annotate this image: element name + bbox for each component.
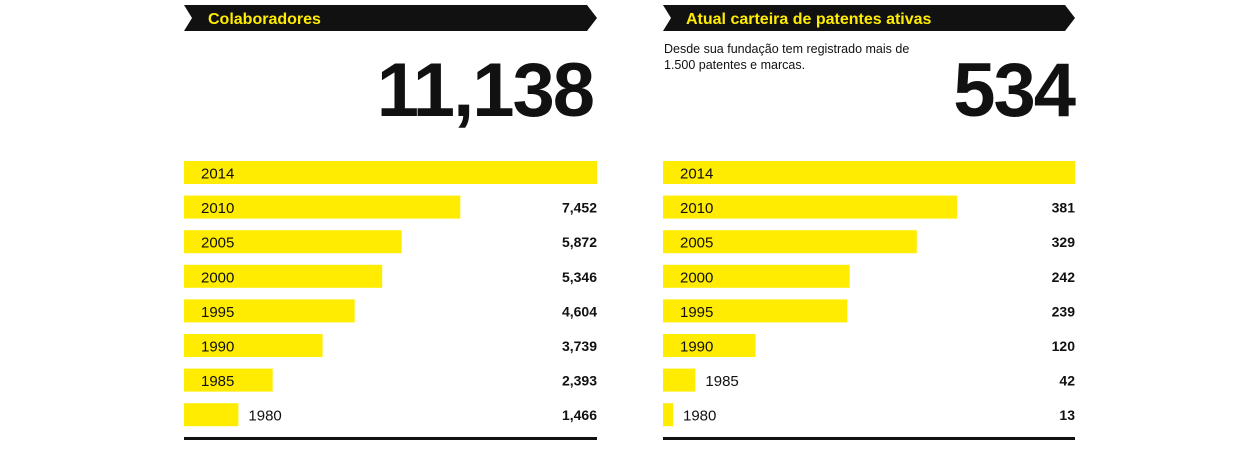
bar [184,299,355,323]
title-banner [663,5,1075,31]
category-label: 1990 [201,339,234,356]
data-label: 13 [1059,407,1075,423]
category-label: 2000 [201,269,234,286]
headline-value: 534 [953,48,1076,133]
category-label: 1985 [201,373,234,390]
bar [184,230,402,254]
chart-title: Colaboradores [208,11,321,28]
title-banner [184,5,597,31]
bar [184,368,273,392]
data-label: 5,346 [562,269,597,285]
category-label: 1985 [705,373,738,390]
data-label: 2,393 [562,373,597,389]
category-label: 2005 [201,235,234,252]
category-label: 2014 [201,166,234,183]
category-label: 2010 [201,200,234,217]
bar [184,264,383,288]
bar [663,368,696,392]
data-label: 381 [1052,200,1076,216]
patents-note: Desde sua fundação tem registrado mais d… [664,42,910,72]
category-label: 2010 [680,200,713,217]
bar [663,161,1075,184]
bar [184,195,461,219]
data-label: 42 [1059,373,1075,389]
bar [663,334,756,357]
category-label: 1990 [680,339,713,356]
baseline-rule [663,437,1075,440]
bar [184,403,239,427]
bar [184,334,323,357]
chart-title: Atual carteira de patentes ativas [686,11,932,28]
bar [663,299,848,323]
data-label: 7,452 [562,200,597,216]
bar [663,230,917,254]
headline-value: 11,138 [377,48,593,133]
category-label: 1995 [680,304,713,321]
data-label: 120 [1052,338,1076,354]
category-label: 1980 [683,408,716,425]
data-label: 242 [1052,269,1076,285]
data-label: 239 [1052,303,1076,319]
data-label: 329 [1052,234,1076,250]
category-label: 1980 [248,408,281,425]
category-label: 1995 [201,304,234,321]
bar [663,403,673,427]
baseline-rule [184,437,597,440]
category-label: 2014 [680,166,713,183]
data-label: 4,604 [562,303,597,319]
bar [663,264,850,288]
bar [663,195,957,219]
category-label: 2000 [680,269,713,286]
data-label: 5,872 [562,234,597,250]
category-label: 2005 [680,235,713,252]
bar [184,161,597,184]
data-label: 1,466 [562,407,597,423]
data-label: 3,739 [562,338,597,354]
